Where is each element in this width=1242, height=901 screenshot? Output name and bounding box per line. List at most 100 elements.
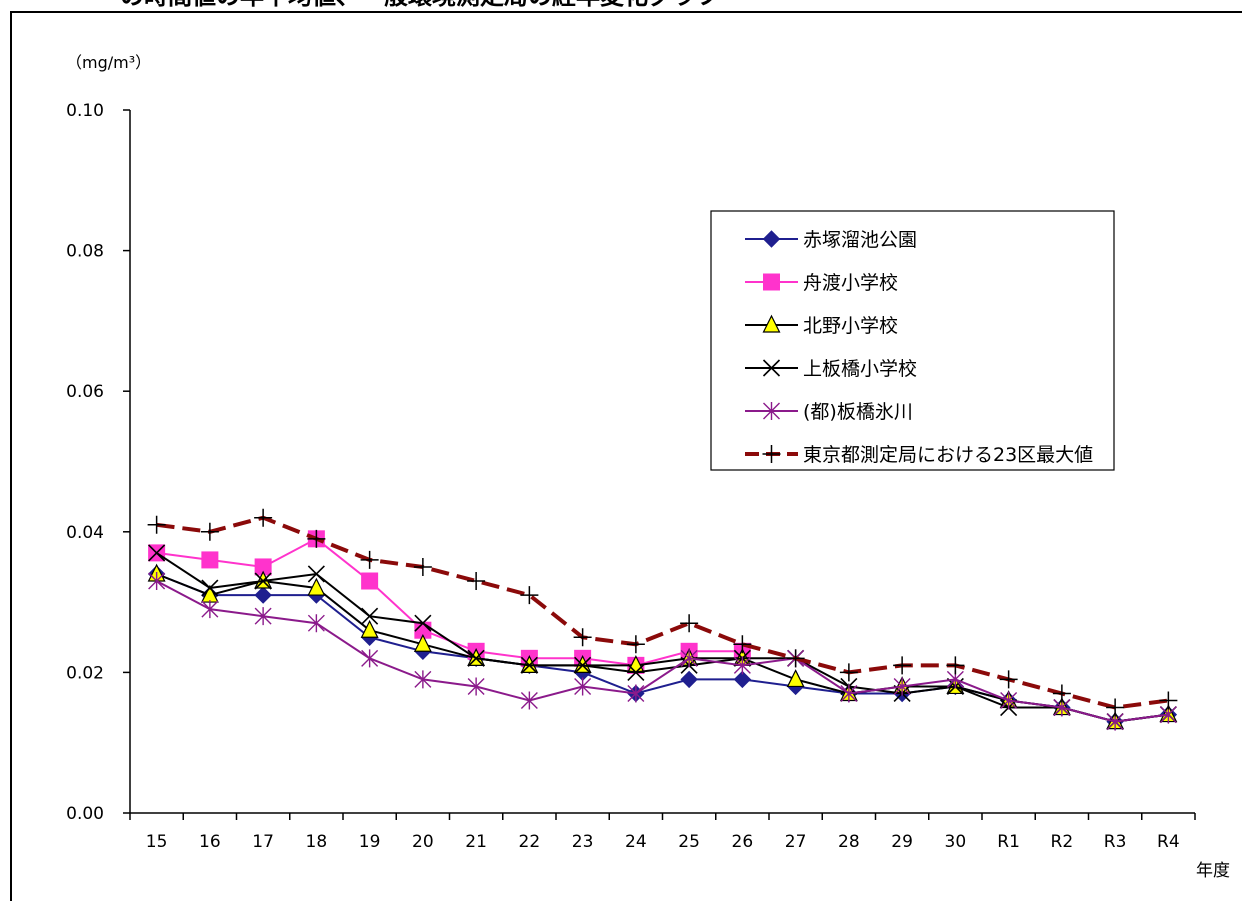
- legend-item: 北野小学校: [745, 314, 898, 337]
- data-point-diamond: [680, 670, 698, 689]
- data-point-diamond: [254, 586, 272, 604]
- data-point-asterisk: [148, 572, 166, 591]
- series-line: [156, 573, 1169, 723]
- legend-item: (都)板橋氷川: [745, 401, 913, 423]
- series-line: [156, 515, 1169, 710]
- legend-marker-asterisk: [763, 402, 780, 420]
- data-point-asterisk: [733, 656, 751, 675]
- data-point-plus: [946, 656, 965, 675]
- legend-item: 東京都測定局における23区最大値: [745, 444, 1093, 466]
- data-point-plus: [254, 508, 273, 527]
- axes: 0.00 0.02 0.04 0.06 0.08 0.10 15 16 17 18 19 20 21 22…: [66, 101, 1196, 852]
- x-tick-label: 30: [945, 832, 967, 852]
- data-point-plus: [573, 628, 592, 647]
- series-5: [147, 508, 1178, 717]
- x-axis-title: 年度: [1196, 861, 1230, 881]
- data-point-x: [361, 607, 379, 625]
- data-point-plus: [839, 663, 858, 682]
- data-point-plus: [147, 515, 166, 534]
- data-point-triangle: [786, 669, 805, 688]
- data-point-plus: [893, 656, 912, 675]
- page-title: の時間値の年平均値、一般環境測定局の経年変化グラフ: [120, 0, 720, 10]
- data-point-x: [627, 663, 645, 681]
- x-tick-label: 27: [785, 832, 807, 852]
- legend-label: 上板橋小学校: [803, 358, 917, 380]
- legend-item: 上板橋小学校: [745, 358, 917, 380]
- data-point-plus: [786, 649, 805, 668]
- x-tick-label: 22: [519, 832, 541, 852]
- legend-item: 赤塚溜池公園: [745, 229, 917, 251]
- y-tick-label: 0.10: [66, 101, 104, 121]
- y-tick-label: 0.08: [66, 242, 104, 262]
- x-tick-label: 18: [306, 832, 328, 852]
- data-point-asterisk: [467, 677, 485, 696]
- data-point-plus: [307, 529, 326, 548]
- x-tick-label: 19: [359, 832, 381, 852]
- x-tick-label: R1: [997, 832, 1020, 852]
- y-tick-label: 0.04: [66, 523, 104, 543]
- x-tick-label: 24: [625, 832, 647, 852]
- data-point-plus: [1159, 691, 1178, 710]
- data-point-asterisk: [414, 670, 432, 689]
- data-point-square: [361, 572, 379, 590]
- data-point-x: [467, 649, 485, 667]
- y-tick-label: 0.06: [66, 382, 104, 402]
- legend-marker-plus: [762, 445, 781, 463]
- data-point-triangle: [307, 577, 326, 596]
- data-point-plus: [733, 635, 752, 654]
- data-point-x: [307, 565, 325, 583]
- x-tick-label: 15: [146, 832, 168, 852]
- y-tick-label: 0.02: [66, 663, 104, 683]
- x-tick-label: 21: [465, 832, 487, 852]
- data-point-diamond: [733, 670, 752, 689]
- data-point-asterisk: [201, 600, 219, 619]
- legend-label: 赤塚溜池公園: [803, 229, 917, 251]
- series-0: [147, 565, 1178, 731]
- series-layer: [147, 508, 1178, 731]
- data-point-x: [148, 544, 166, 562]
- data-point-asterisk: [520, 691, 538, 710]
- data-point-plus: [1052, 684, 1071, 703]
- data-point-asterisk: [840, 684, 858, 703]
- legend-label: (都)板橋氷川: [803, 401, 913, 423]
- data-point-triangle: [413, 633, 432, 652]
- data-point-asterisk: [254, 607, 272, 626]
- x-tick-label: 20: [412, 832, 434, 852]
- data-point-x: [574, 656, 592, 674]
- x-tick-label: 26: [732, 832, 754, 852]
- data-point-x: [201, 579, 219, 597]
- x-tick-label: R2: [1051, 832, 1074, 852]
- data-point-plus: [520, 586, 539, 605]
- x-tick-label: R3: [1104, 832, 1127, 852]
- data-point-x: [414, 614, 432, 632]
- data-point-asterisk: [627, 684, 645, 703]
- data-point-asterisk: [361, 649, 379, 668]
- y-tick-label: 0.00: [66, 804, 104, 824]
- x-tick-label: R4: [1157, 832, 1180, 852]
- series-2: [147, 563, 1178, 730]
- y-unit-label: （mg/m³）: [66, 53, 151, 72]
- legend-label: 舟渡小学校: [803, 272, 898, 294]
- data-point-triangle: [360, 619, 379, 638]
- legend-item: 舟渡小学校: [745, 272, 898, 294]
- data-point-plus: [467, 572, 486, 591]
- series-line: [156, 552, 1169, 723]
- data-point-square: [201, 551, 219, 569]
- series-4: [148, 572, 1177, 731]
- data-point-asterisk: [307, 614, 325, 633]
- chart-frame: [10, 11, 1242, 901]
- data-point-asterisk: [680, 649, 698, 668]
- legend-marker-triangle: [762, 314, 781, 333]
- legend-label: 北野小学校: [803, 315, 898, 337]
- data-point-asterisk: [893, 677, 911, 696]
- legend-marker-x: [762, 359, 781, 377]
- x-tick-label: 28: [838, 832, 860, 852]
- legend-marker-diamond: [762, 230, 781, 248]
- series-line: [156, 537, 743, 667]
- data-point-plus: [626, 635, 645, 654]
- data-point-x: [520, 656, 538, 674]
- x-tick-label: 16: [199, 832, 221, 852]
- data-point-x: [254, 572, 272, 590]
